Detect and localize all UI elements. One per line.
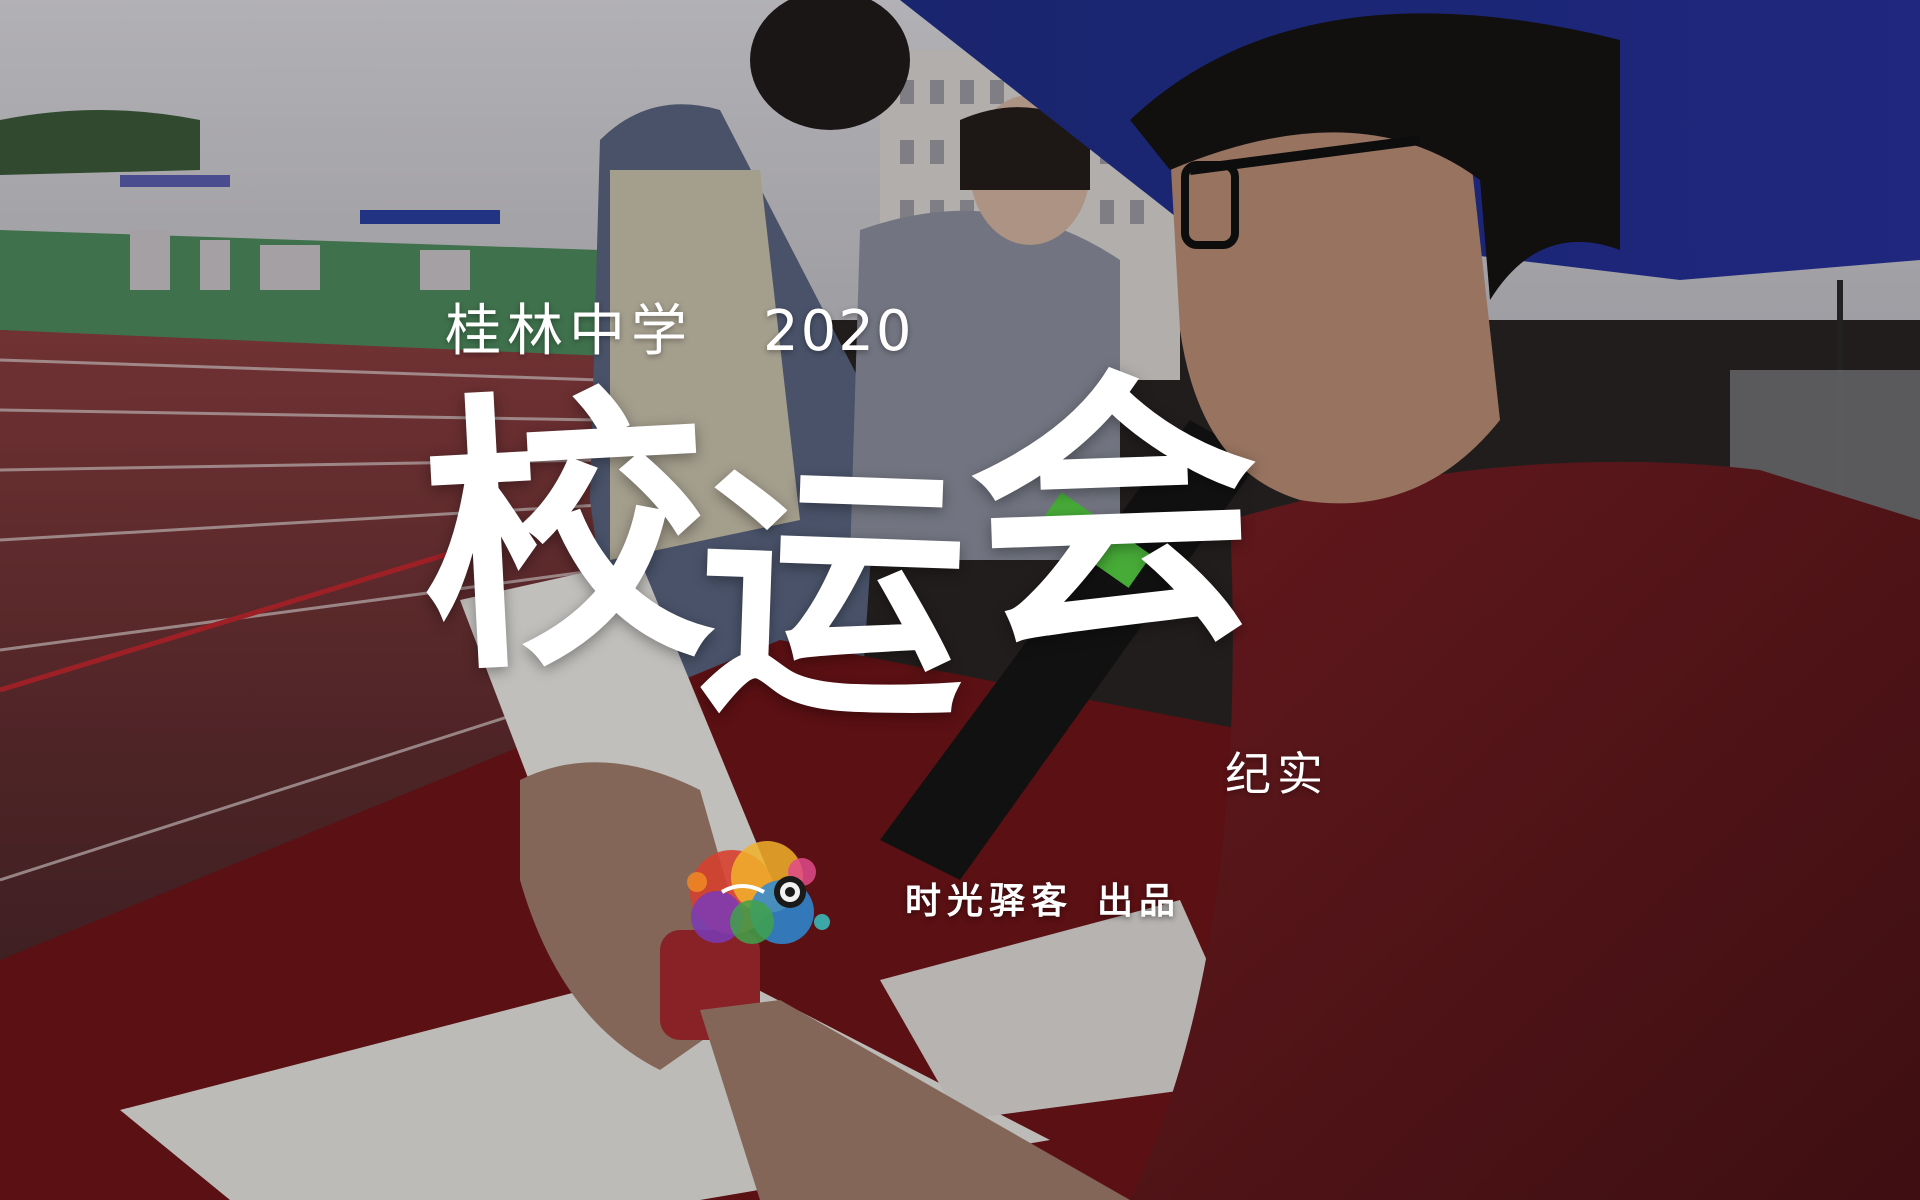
boy-hair <box>1130 13 1620 301</box>
arm <box>700 1000 1130 1200</box>
boy-shirt <box>1130 461 1920 1200</box>
boy-face <box>1170 120 1500 504</box>
microphone <box>880 420 1260 880</box>
student-girl <box>850 210 1120 560</box>
hill <box>0 110 200 175</box>
